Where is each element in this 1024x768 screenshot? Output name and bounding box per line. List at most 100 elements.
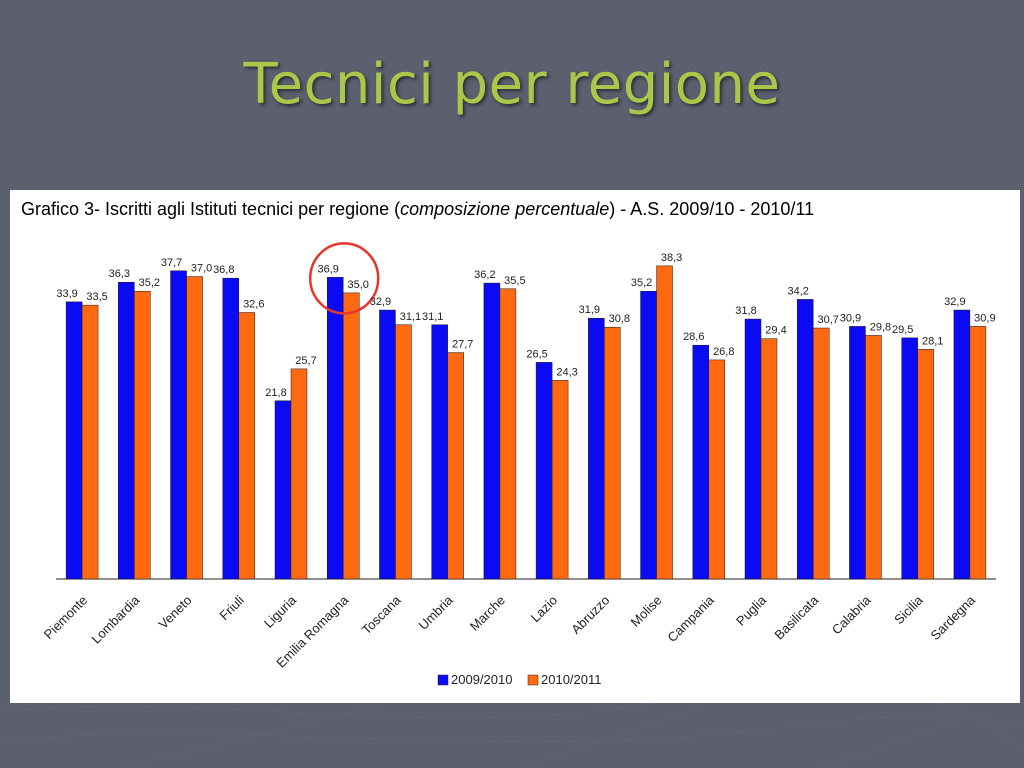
x-tick-label: Umbria	[416, 592, 457, 633]
bar-2010-2011-basilicata	[812, 327, 830, 580]
bar-2009-2010-emilia-romagna	[326, 277, 344, 580]
bar-2010-2011-calabria	[865, 335, 882, 580]
legend-label: 2009/2010	[451, 672, 512, 687]
data-label: 35,2	[631, 277, 652, 289]
highlight-circle	[308, 242, 380, 315]
bar-2009-2010-toscana	[379, 309, 396, 580]
data-label: 34,2	[788, 285, 809, 297]
x-tick-label: Basilicata	[771, 592, 821, 642]
bar-2010-2011-sicilia	[917, 349, 934, 580]
bar-2009-2010-abruzzo	[588, 317, 605, 580]
data-label: 31,8	[735, 305, 756, 317]
data-label: 29,4	[765, 325, 786, 337]
bar-2010-2011-toscana	[395, 324, 412, 580]
data-label: 35,0	[348, 279, 369, 291]
bar-2009-2010-friuli	[222, 277, 240, 580]
data-label: 32,9	[944, 296, 965, 308]
x-tick-label: Lombardia	[88, 592, 143, 647]
caption-emphasis: composizione percentuale	[400, 199, 610, 219]
bar-2009-2010-molise	[640, 290, 657, 580]
chart-panel: Grafico 3- Iscritti agli Istituti tecnic…	[10, 190, 1020, 703]
bar-2010-2011-campania	[708, 359, 726, 580]
data-label: 32,9	[370, 296, 391, 308]
bar-2009-2010-piemonte	[65, 301, 83, 580]
bar-2009-2010-campania	[692, 344, 710, 580]
bar-2009-2010-sicilia	[901, 337, 918, 580]
data-label: 35,2	[139, 277, 160, 289]
bar-2009-2010-puglia	[744, 318, 762, 580]
data-label: 28,1	[922, 335, 943, 347]
data-label: 35,5	[504, 275, 525, 287]
x-tick-label: Liguria	[261, 592, 300, 631]
data-label: 36,2	[474, 269, 495, 281]
bar-2009-2010-calabria	[849, 326, 866, 580]
bar-2010-2011-lombardia	[134, 290, 151, 580]
x-tick-label: Friuli	[216, 592, 247, 623]
data-label: 37,7	[161, 257, 182, 269]
x-tick-label: Piemonte	[41, 593, 90, 642]
slide-title: Tecnici per regione	[243, 52, 781, 117]
bar-2010-2011-abruzzo	[604, 326, 621, 580]
data-label: 30,7	[818, 314, 839, 326]
bar-2009-2010-marche	[483, 282, 501, 580]
bar-2010-2011-piemonte	[81, 304, 99, 580]
legend-swatch-2009-2010	[437, 674, 449, 686]
x-tick-label: Calabria	[829, 592, 874, 637]
chart-caption: Grafico 3- Iscritti agli Istituti tecnic…	[21, 199, 814, 220]
data-label: 31,1	[400, 311, 421, 323]
data-label: 32,6	[243, 298, 264, 310]
bar-2010-2011-emilia-romagna	[342, 292, 360, 580]
data-label: 26,8	[713, 346, 734, 358]
bar-2009-2010-lombardia	[118, 281, 135, 580]
data-label: 33,5	[86, 291, 107, 303]
bar-2009-2010-veneto	[170, 270, 187, 580]
x-tick-label: Lazio	[528, 593, 561, 626]
data-label: 26,5	[526, 348, 547, 360]
data-label: 28,6	[683, 331, 704, 343]
bar-2010-2011-molise	[656, 265, 673, 580]
data-label: 36,8	[213, 264, 234, 276]
data-label: 31,9	[579, 304, 600, 316]
x-tick-label: Molise	[627, 593, 664, 630]
data-label: 33,9	[56, 288, 77, 300]
bar-2010-2011-marche	[499, 288, 517, 580]
data-label: 25,7	[295, 355, 316, 367]
bar-2009-2010-lazio	[535, 362, 553, 580]
x-tick-label: Campania	[664, 592, 717, 645]
bar-2009-2010-liguria	[274, 400, 292, 580]
bar-2009-2010-basilicata	[796, 299, 814, 580]
legend-swatch-2010-2011	[527, 674, 539, 686]
data-label: 30,8	[609, 313, 630, 325]
bar-2009-2010-umbria	[431, 324, 448, 580]
x-tick-label: Toscana	[359, 592, 404, 637]
x-tick-label: Sicilia	[891, 592, 926, 627]
data-label: 36,3	[109, 268, 130, 280]
caption-suffix: ) - A.S. 2009/10 - 2010/11	[609, 199, 815, 219]
x-tick-label: Abruzzo	[568, 593, 612, 637]
data-label: 27,7	[452, 339, 473, 351]
x-tick-label: Veneto	[155, 593, 194, 632]
bar-2010-2011-umbria	[447, 352, 464, 580]
bar-2010-2011-sardegna	[969, 326, 987, 580]
data-label: 30,9	[840, 312, 861, 324]
x-tick-label: Sardegna	[928, 592, 979, 643]
data-label: 36,9	[318, 263, 339, 275]
data-label: 31,1	[422, 311, 443, 323]
legend-label: 2010/2011	[541, 672, 602, 687]
caption-prefix: Grafico 3- Iscritti agli Istituti tecnic…	[21, 199, 401, 219]
bar-2009-2010-sardegna	[953, 309, 971, 580]
data-label: 29,8	[870, 321, 891, 333]
data-label: 21,8	[265, 387, 286, 399]
bar-2010-2011-friuli	[238, 312, 256, 580]
bar-2010-2011-liguria	[290, 368, 308, 580]
x-tick-label: Puglia	[733, 592, 770, 629]
bar-2010-2011-puglia	[760, 338, 778, 580]
bar-2010-2011-veneto	[186, 276, 203, 580]
data-label: 30,9	[974, 312, 995, 324]
data-label: 37,0	[191, 263, 212, 275]
data-label: 24,3	[556, 366, 577, 378]
bar-2010-2011-lazio	[551, 380, 569, 580]
bar-chart: 33,9 33,5 Piemonte 36,3 35,2 Lombardia 37,7 37,…	[41, 242, 996, 687]
data-label: 38,3	[661, 252, 682, 264]
x-tick-label: Marche	[467, 593, 508, 634]
